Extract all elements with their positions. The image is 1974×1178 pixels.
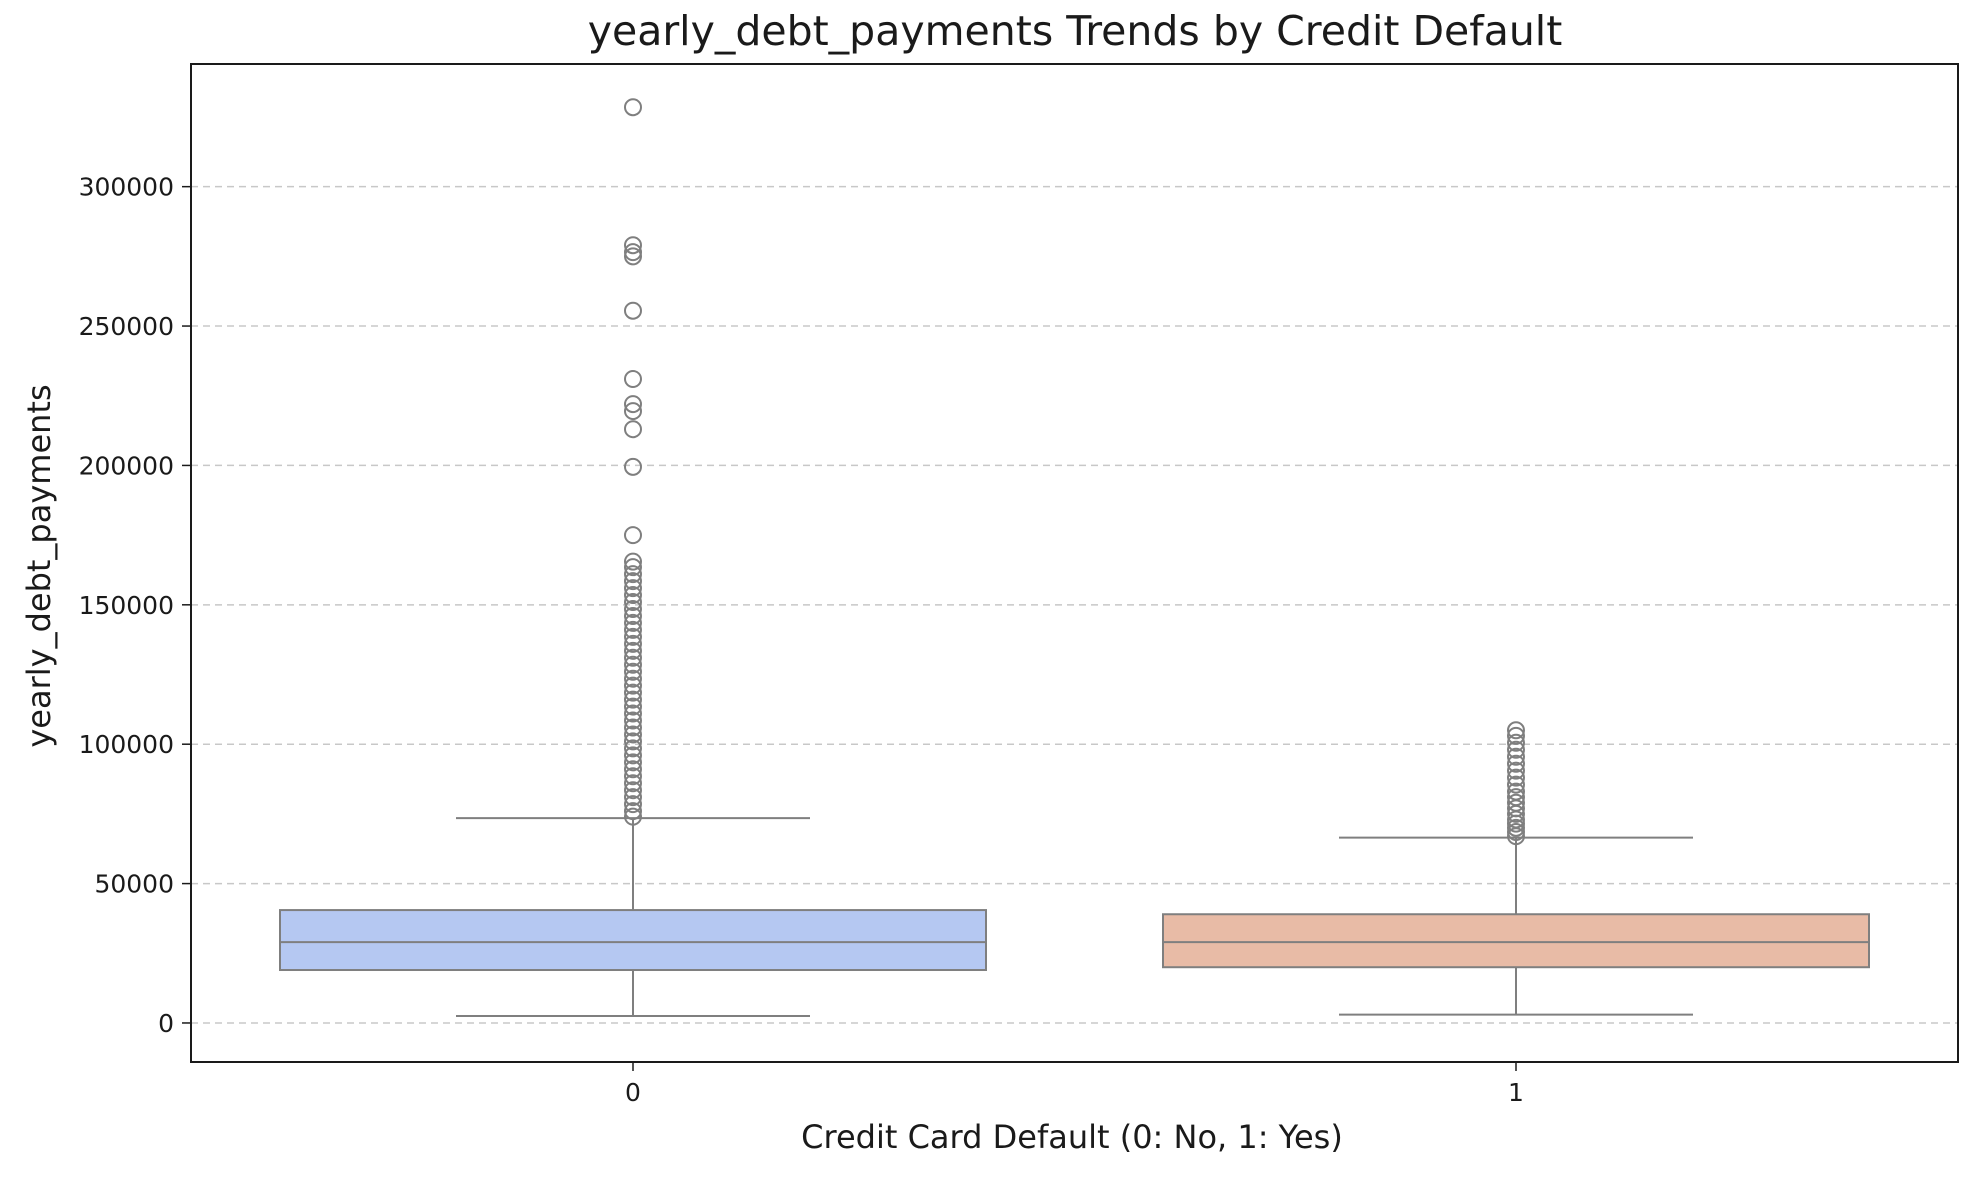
outlier-point	[1507, 804, 1525, 823]
outlier-point	[624, 572, 642, 591]
outlier-point	[624, 370, 642, 389]
outlier-point	[624, 760, 642, 779]
outlier-point	[1507, 733, 1525, 752]
outlier-point	[624, 725, 642, 744]
plot-frame	[190, 63, 1959, 1063]
y-axis-ticks: 0 50000 100000 150000 200000 250000 300000	[79, 173, 191, 1038]
outlier-point	[1507, 818, 1525, 837]
outlier-point	[624, 795, 642, 814]
iqr-box	[1162, 913, 1870, 969]
outlier-point	[1507, 726, 1525, 745]
outlier-point	[1507, 768, 1525, 787]
outlier-point	[1507, 747, 1525, 766]
outlier-point	[624, 301, 642, 320]
outlier-point	[1507, 775, 1525, 794]
outlier-point	[624, 552, 642, 571]
outlier-point	[624, 620, 642, 639]
outlier-point	[1507, 761, 1525, 780]
y-tick-label: 150000	[79, 591, 174, 620]
outlier-point	[624, 593, 642, 612]
outlier-point	[624, 98, 642, 117]
outlier-point	[624, 662, 642, 681]
outlier-point	[624, 599, 642, 618]
chart-title: yearly_debt_payments Trends by Credit De…	[588, 7, 1563, 55]
x-tick-label: 0	[625, 1078, 641, 1107]
box-group-0	[279, 98, 987, 1018]
outlier-point	[624, 676, 642, 695]
outlier-point	[1507, 827, 1525, 846]
outlier-point	[1507, 754, 1525, 773]
outlier-point	[624, 457, 642, 476]
outlier-point	[624, 586, 642, 605]
grid-lines	[191, 185, 1958, 1024]
outlier-point	[624, 739, 642, 758]
outlier-point	[624, 565, 642, 584]
outlier-point	[624, 732, 642, 751]
outlier-point	[624, 767, 642, 786]
outlier-point	[624, 655, 642, 674]
outlier-point	[624, 402, 642, 421]
y-tick-label: 0	[158, 1009, 174, 1038]
box-series	[279, 98, 1870, 1018]
outlier-point	[1507, 721, 1525, 740]
outlier-point	[624, 648, 642, 667]
outlier-point	[624, 718, 642, 737]
outlier-point	[624, 526, 642, 545]
y-tick-label: 300000	[79, 173, 174, 202]
outlier-point	[624, 753, 642, 772]
outlier-point	[624, 802, 642, 821]
y-tick-label: 100000	[79, 730, 174, 759]
outlier-point	[624, 690, 642, 709]
box-group-1	[1162, 721, 1870, 1016]
outlier-point	[624, 606, 642, 625]
y-tick-label: 200000	[79, 451, 174, 480]
outlier-point	[624, 669, 642, 688]
outlier-point	[624, 236, 642, 255]
iqr-box	[279, 909, 987, 972]
x-tick-label: 1	[1508, 1078, 1524, 1107]
outlier-point	[624, 788, 642, 807]
y-axis-label: yearly_debt_payments	[20, 384, 58, 747]
outlier-point	[624, 711, 642, 730]
outlier-point	[624, 627, 642, 646]
outlier-point	[624, 395, 642, 414]
outlier-point	[1507, 823, 1525, 842]
outlier-point	[624, 579, 642, 598]
outlier-point	[624, 704, 642, 723]
outlier-point	[624, 807, 642, 826]
outlier-point	[624, 634, 642, 653]
outlier-point	[624, 420, 642, 439]
outlier-point	[624, 774, 642, 793]
outlier-point	[624, 243, 642, 262]
y-tick-label: 50000	[94, 870, 174, 899]
outlier-point	[624, 697, 642, 716]
outlier-point	[1507, 814, 1525, 833]
y-tick-label: 250000	[79, 312, 174, 341]
outlier-point	[624, 558, 642, 577]
outlier-point	[624, 613, 642, 632]
outlier-point	[624, 746, 642, 765]
outlier-point	[624, 641, 642, 660]
outlier-point	[624, 781, 642, 800]
x-axis-label: Credit Card Default (0: No, 1: Yes)	[801, 1118, 1343, 1156]
outlier-point	[624, 247, 642, 266]
outlier-point	[1507, 740, 1525, 759]
outlier-point	[624, 683, 642, 702]
